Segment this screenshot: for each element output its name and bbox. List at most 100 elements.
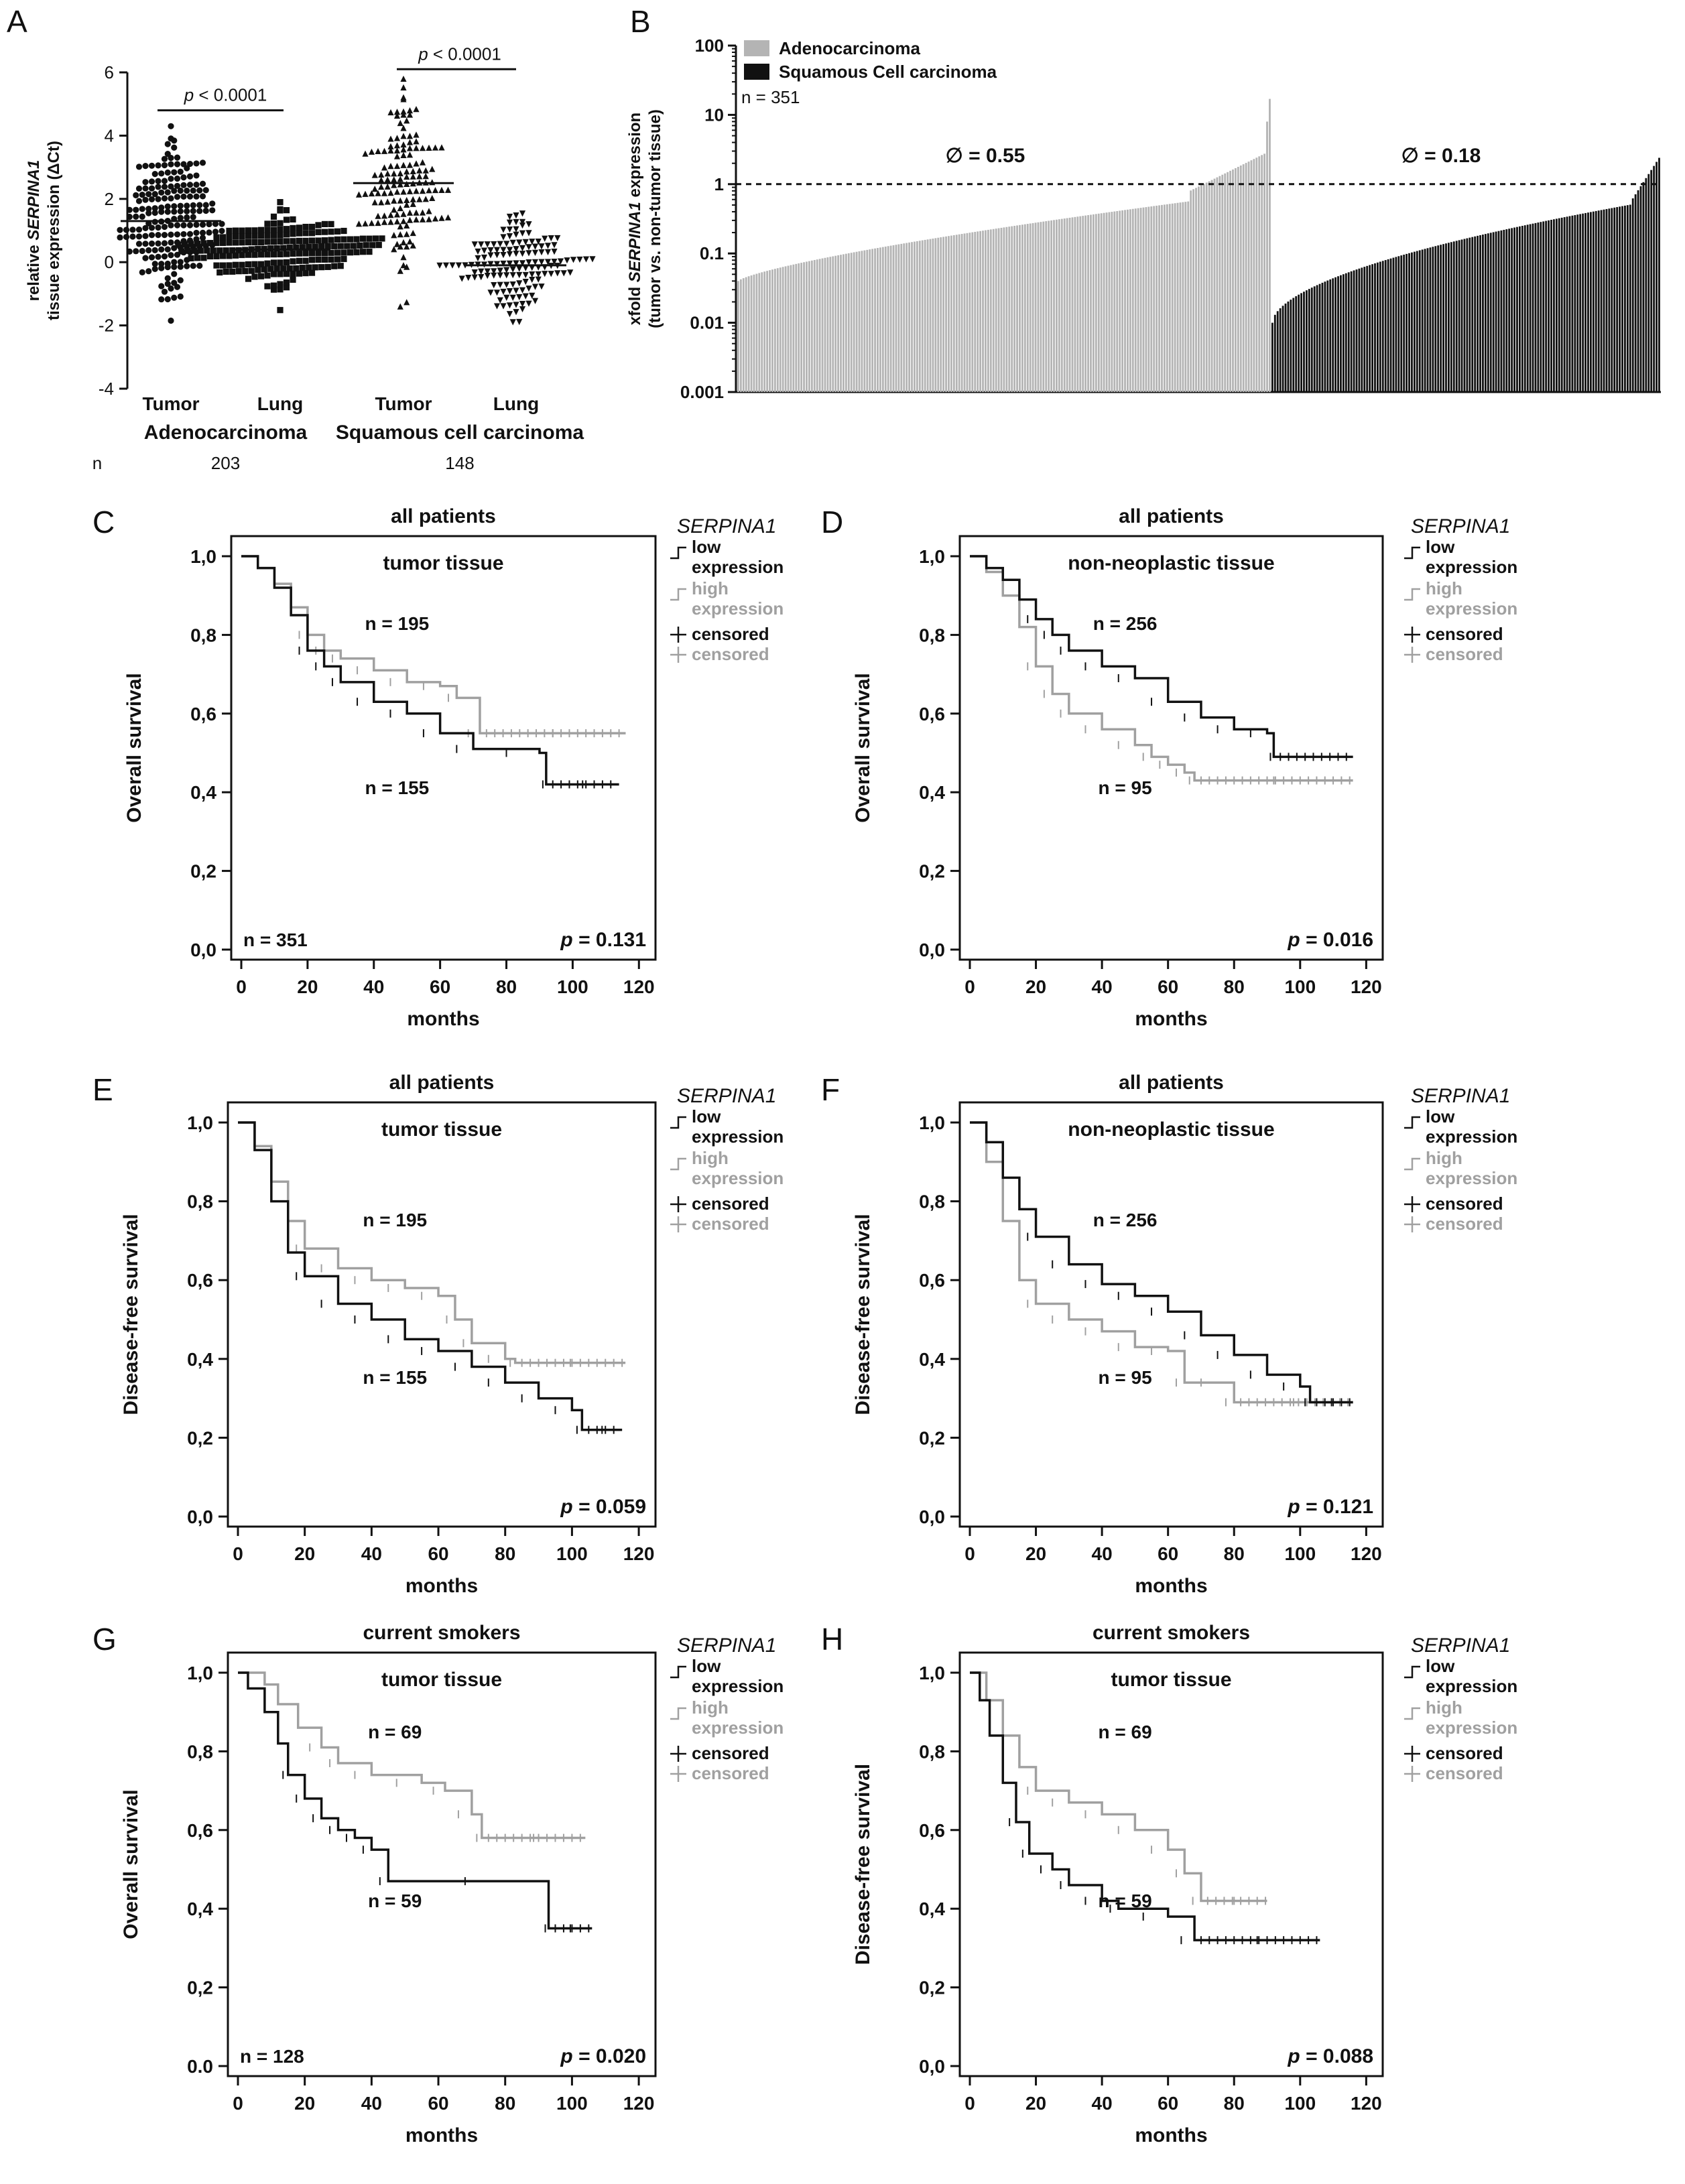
scatter-point: [151, 190, 158, 198]
scatter-point: [551, 258, 558, 265]
scatter-point: [375, 212, 381, 219]
scatter-point: [193, 229, 200, 237]
bar-adeno: [769, 270, 771, 392]
bar-squamous: [1290, 300, 1292, 392]
bar-adeno: [755, 273, 758, 392]
bar-squamous: [1560, 217, 1563, 392]
scatter-point: [302, 230, 309, 237]
scatter-point: [135, 241, 143, 247]
bar-squamous: [1318, 283, 1321, 392]
scatter-point: [381, 218, 388, 225]
scatter-point: [509, 281, 516, 288]
scatter-point: [519, 301, 526, 308]
scatter-point: [155, 178, 162, 184]
y-tick-label: 0,0: [919, 940, 945, 960]
scatter-point: [397, 170, 403, 177]
scatter-point: [513, 231, 519, 238]
panel-b: B 0.001 0.01 0.1 1 10 100 xfold SERPINA1 expres…: [626, 4, 1661, 402]
legend-high-label-2: expression: [692, 1168, 784, 1188]
bar-squamous: [1460, 239, 1463, 392]
bar-adeno: [761, 272, 763, 392]
scatter-point: [350, 243, 357, 249]
scatter-point: [171, 208, 178, 215]
bar-adeno: [1111, 212, 1113, 392]
scatter-point: [403, 222, 410, 229]
bar-squamous: [1374, 263, 1376, 392]
bar-adeno: [937, 237, 940, 392]
bar-adeno: [1184, 202, 1187, 392]
scatter-point: [400, 162, 407, 168]
n-low-label: n = 59: [368, 1890, 422, 1911]
scatter-point: [117, 234, 123, 241]
scatter-point: [302, 223, 309, 231]
scatter-point: [491, 272, 497, 279]
legend-high-label-2: expression: [692, 1718, 784, 1738]
y-tick-label: 0,8: [190, 625, 216, 645]
bar-adeno: [1182, 202, 1184, 392]
bar-squamous: [1555, 218, 1558, 392]
scatter-point: [391, 182, 397, 188]
scatter-point: [538, 249, 545, 256]
legend-low-label-1: low: [692, 1656, 721, 1676]
text-span: p: [560, 1496, 572, 1518]
plot-frame: [958, 1651, 1384, 2077]
scatter-point: [391, 170, 397, 177]
legend-high-label-1: high: [692, 578, 729, 598]
x-tick-label: 20: [1025, 976, 1046, 997]
scatter-point: [403, 231, 410, 237]
bar-adeno: [855, 251, 858, 392]
p-value-label: p = 0.131: [560, 929, 646, 951]
bar-adeno: [982, 231, 984, 392]
scatter-point: [161, 178, 168, 184]
scatter-point: [397, 119, 403, 127]
x-axis-label: months: [1135, 1575, 1207, 1597]
bar-adeno: [1056, 219, 1058, 392]
legend-high-label-2: expression: [1426, 1718, 1517, 1738]
bar-adeno: [1134, 208, 1137, 392]
panel-subtitle: tumor tissue: [381, 1669, 502, 1691]
scatter-point: [202, 207, 209, 214]
scatter-point: [497, 281, 503, 288]
x-tick-label: 60: [1158, 976, 1178, 997]
scatter-point: [264, 260, 271, 267]
scatter-point: [438, 186, 445, 193]
scatter-point: [542, 235, 548, 242]
scatter-point: [151, 261, 158, 267]
survival-curve-high: [238, 1671, 586, 1840]
scatter-point: [293, 265, 300, 272]
scatter-point: [426, 208, 432, 214]
scatter-point: [142, 255, 149, 261]
scatter-point: [403, 173, 410, 180]
scatter-point: [299, 265, 306, 271]
scatter-point: [544, 249, 552, 255]
scatter-point: [506, 260, 513, 267]
scatter-point: [393, 135, 401, 141]
scatter-point: [372, 235, 379, 242]
bar-adeno: [837, 255, 840, 392]
scatter-point: [199, 235, 206, 241]
scatter-point: [168, 176, 174, 182]
legend-high-label-1: high: [692, 1697, 729, 1718]
scatter-point: [239, 227, 245, 234]
legend-low-label-1: low: [1426, 1106, 1455, 1127]
scatter-point: [290, 276, 296, 283]
bar-adeno: [1156, 205, 1158, 392]
n-high-label: n = 195: [363, 1210, 427, 1230]
scatter-point: [283, 284, 290, 291]
scatter-point: [283, 207, 290, 214]
text-span: expression: [626, 113, 644, 202]
scatter-point: [400, 125, 407, 131]
scatter-point: [513, 287, 519, 294]
panel-subtitle: non-neoplastic tissue: [1068, 1118, 1274, 1141]
scatter-point: [429, 194, 436, 202]
group-label: Lung: [493, 393, 539, 414]
bar-adeno: [1019, 224, 1021, 392]
scatter-point: [378, 199, 385, 206]
bar-adeno: [1079, 216, 1082, 392]
scatter-point: [506, 247, 513, 253]
scatter-point: [391, 246, 397, 253]
bar-adeno: [1263, 153, 1266, 392]
scatter-point: [465, 275, 472, 281]
text-span: SERPINA1: [626, 202, 644, 282]
scatter-point: [277, 307, 284, 314]
